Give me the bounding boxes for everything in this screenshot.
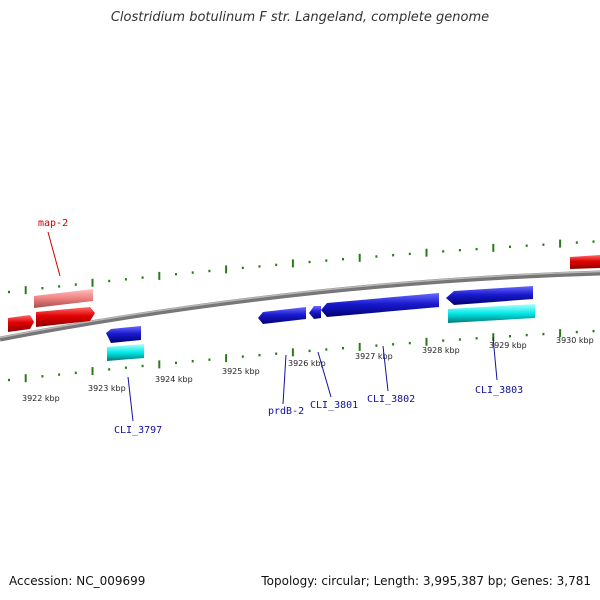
scale-label-3927: 3927 kbp: [355, 352, 393, 361]
gene-label-map-2[interactable]: map-2: [38, 218, 68, 229]
reverse-gene-arrow-CLI_3803[interactable]: [446, 286, 533, 305]
scale-label-3926: 3926 kbp: [288, 359, 326, 368]
reverse-gene-arrow-CLI_3797[interactable]: [106, 326, 141, 343]
leader-line-CLI_3803: [492, 336, 498, 381]
gene-label-CLI_3803[interactable]: CLI_3803: [475, 385, 523, 396]
scale-label-3925: 3925 kbp: [222, 367, 260, 376]
leader-line-prdB-2: [282, 354, 287, 405]
reverse-cds-box-CLI_3803[interactable]: [448, 304, 535, 323]
page-title: Clostridium botulinum F str. Langeland, …: [110, 10, 490, 25]
gene-label-prdB-2[interactable]: prdB-2: [268, 406, 304, 417]
reverse-cds-box-CLI_3797[interactable]: [107, 344, 144, 361]
scale-label-3922: 3922 kbp: [22, 394, 60, 403]
gene-label-CLI_3802[interactable]: CLI_3802: [367, 394, 415, 405]
reverse-tick-track: [8, 329, 595, 383]
forward-gene-arrow[interactable]: [8, 315, 34, 332]
reverse-gene-arrow-CLI_3801[interactable]: [309, 306, 321, 319]
forward-gene-arrow-right[interactable]: [570, 255, 600, 269]
forward-gene-arrow-map-2[interactable]: [36, 307, 95, 327]
reverse-gene-arrow-CLI_3802[interactable]: [321, 293, 439, 317]
scale-label-3930: 3930 kbp: [556, 336, 594, 345]
genome-summary-text: Topology: circular; Length: 3,995,387 bp…: [261, 574, 591, 588]
gene-label-CLI_3801[interactable]: CLI_3801: [310, 400, 358, 411]
scale-label-3923: 3923 kbp: [88, 384, 126, 393]
forward-tick-track: [8, 239, 595, 295]
genome-backbone-highlight: [0, 270, 600, 339]
accession-text: Accession: NC_009699: [9, 574, 146, 588]
leader-line-CLI_3801: [317, 351, 332, 398]
leader-line-CLI_3802: [382, 345, 389, 392]
genome-backbone: [0, 270, 600, 342]
scale-label-3929: 3929 kbp: [489, 341, 527, 350]
forward-cds-box-map-2[interactable]: [34, 289, 93, 308]
gene-label-CLI_3797[interactable]: CLI_3797: [114, 425, 162, 436]
reverse-gene-arrow-prdB-2[interactable]: [258, 307, 306, 324]
scale-label-3924: 3924 kbp: [155, 375, 193, 384]
leader-line-CLI_3797: [127, 376, 134, 422]
leader-line-map-2: [47, 231, 61, 277]
scale-label-3928: 3928 kbp: [422, 346, 460, 355]
